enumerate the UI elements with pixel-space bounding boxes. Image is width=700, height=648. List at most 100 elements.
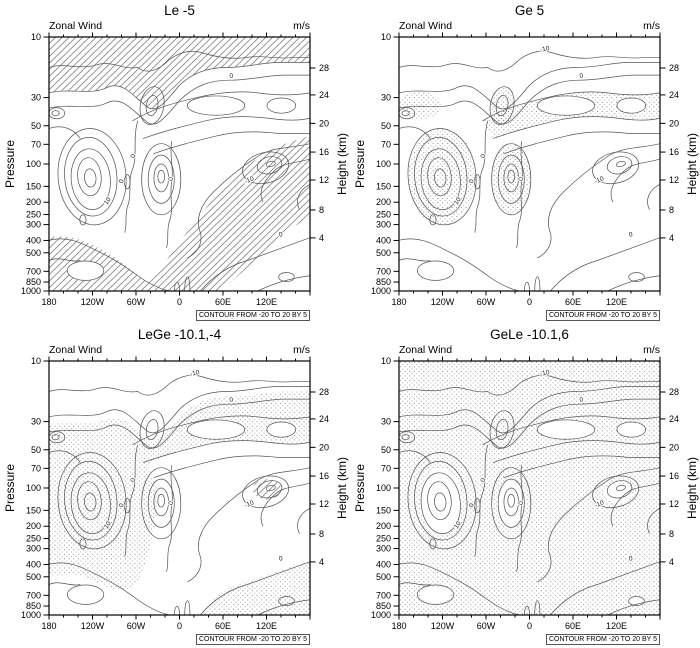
panel-title: Le -5 [164, 3, 195, 18]
svg-text:150: 150 [376, 181, 391, 191]
svg-text:60W: 60W [127, 297, 146, 307]
inner-left-label: Zonal Wind [49, 20, 103, 32]
svg-text:0: 0 [168, 501, 175, 506]
svg-text:150: 150 [26, 181, 41, 191]
svg-text:28: 28 [669, 387, 679, 397]
svg-text:700: 700 [26, 266, 41, 276]
svg-text:50: 50 [31, 445, 41, 455]
inner-left-label: Zonal Wind [399, 20, 453, 32]
svg-text:24: 24 [319, 414, 329, 424]
svg-text:500: 500 [376, 572, 391, 582]
svg-text:0: 0 [118, 502, 126, 508]
svg-text:0: 0 [229, 396, 234, 404]
svg-text:300: 300 [26, 220, 41, 230]
svg-text:60W: 60W [127, 621, 146, 631]
svg-text:60E: 60E [565, 297, 581, 307]
svg-text:28: 28 [319, 63, 329, 73]
svg-text:120W: 120W [431, 621, 455, 631]
svg-text:12: 12 [319, 175, 329, 185]
svg-text:120E: 120E [606, 621, 627, 631]
svg-text:0: 0 [468, 178, 476, 184]
svg-text:24: 24 [669, 414, 679, 424]
svg-text:8: 8 [319, 205, 324, 215]
svg-text:20: 20 [319, 442, 329, 452]
svg-text:0: 0 [527, 297, 532, 307]
svg-text:150: 150 [26, 505, 41, 515]
svg-text:28: 28 [669, 63, 679, 73]
svg-text:700: 700 [376, 590, 391, 600]
svg-text:0: 0 [130, 477, 138, 482]
svg-text:180: 180 [391, 297, 406, 307]
svg-text:0: 0 [168, 177, 175, 182]
svg-text:850: 850 [376, 601, 391, 611]
units-label: m/s [643, 20, 660, 32]
svg-text:120E: 120E [256, 621, 277, 631]
svg-text:850: 850 [26, 601, 41, 611]
svg-text:120W: 120W [431, 297, 455, 307]
svg-text:100: 100 [26, 483, 41, 493]
units-label: m/s [293, 344, 310, 356]
contour-range-note: CONTOUR FROM -20 TO 20 BY 5 [195, 310, 310, 321]
svg-text:60E: 60E [215, 297, 231, 307]
panel-le-minus5: Le -5 Zonal Wind m/s Pressure Height (km… [0, 0, 350, 324]
svg-text:100: 100 [376, 159, 391, 169]
svg-text:60W: 60W [477, 297, 496, 307]
svg-text:300: 300 [376, 220, 391, 230]
svg-text:120W: 120W [81, 297, 105, 307]
svg-text:24: 24 [319, 90, 329, 100]
contour-plot-canvas: 180 120W 60W 0 60E 120E1030507010015020025030… [371, 356, 679, 631]
svg-text:12: 12 [669, 499, 679, 509]
svg-text:180: 180 [391, 621, 406, 631]
svg-text:850: 850 [376, 277, 391, 287]
svg-text:0: 0 [579, 72, 584, 80]
svg-text:70: 70 [381, 139, 391, 149]
svg-text:0: 0 [518, 177, 525, 182]
units-label: m/s [293, 20, 310, 32]
svg-text:10: 10 [381, 32, 391, 42]
svg-text:180: 180 [41, 297, 56, 307]
svg-text:0: 0 [177, 621, 182, 631]
svg-text:400: 400 [376, 559, 391, 569]
panel-lege: LeGe -10.1,-4 Zonal Wind m/s Pressure He… [0, 324, 350, 648]
svg-text:500: 500 [26, 572, 41, 582]
svg-text:12: 12 [319, 499, 329, 509]
svg-text:200: 200 [376, 521, 391, 531]
svg-text:120E: 120E [606, 297, 627, 307]
svg-text:-10: -10 [540, 369, 551, 378]
svg-text:10: 10 [381, 356, 391, 366]
svg-text:50: 50 [31, 121, 41, 131]
svg-text:0: 0 [518, 501, 525, 506]
svg-text:1000: 1000 [371, 610, 391, 620]
svg-text:30: 30 [31, 417, 41, 427]
svg-text:30: 30 [31, 93, 41, 103]
svg-text:60W: 60W [477, 621, 496, 631]
svg-text:50: 50 [381, 445, 391, 455]
svg-text:10: 10 [31, 356, 41, 366]
svg-text:30: 30 [381, 417, 391, 427]
svg-text:8: 8 [669, 205, 674, 215]
svg-text:0: 0 [468, 502, 476, 508]
svg-text:250: 250 [26, 210, 41, 220]
svg-text:0: 0 [278, 555, 284, 563]
svg-text:1000: 1000 [21, 610, 41, 620]
inner-left-label: Zonal Wind [49, 344, 103, 356]
svg-text:200: 200 [26, 521, 41, 531]
svg-text:70: 70 [31, 463, 41, 473]
svg-text:0: 0 [579, 396, 584, 404]
svg-text:60E: 60E [215, 621, 231, 631]
svg-text:180: 180 [41, 621, 56, 631]
svg-text:16: 16 [319, 147, 329, 157]
svg-text:30: 30 [381, 93, 391, 103]
svg-text:50: 50 [381, 121, 391, 131]
contour-range-note: CONTOUR FROM -20 TO 20 BY 5 [545, 310, 660, 321]
svg-text:1000: 1000 [371, 286, 391, 296]
svg-text:1000: 1000 [21, 286, 41, 296]
svg-text:8: 8 [319, 529, 324, 539]
svg-text:12: 12 [669, 175, 679, 185]
svg-text:150: 150 [376, 505, 391, 515]
svg-text:120W: 120W [81, 621, 105, 631]
svg-text:100: 100 [376, 483, 391, 493]
svg-text:700: 700 [376, 266, 391, 276]
svg-text:300: 300 [376, 544, 391, 554]
